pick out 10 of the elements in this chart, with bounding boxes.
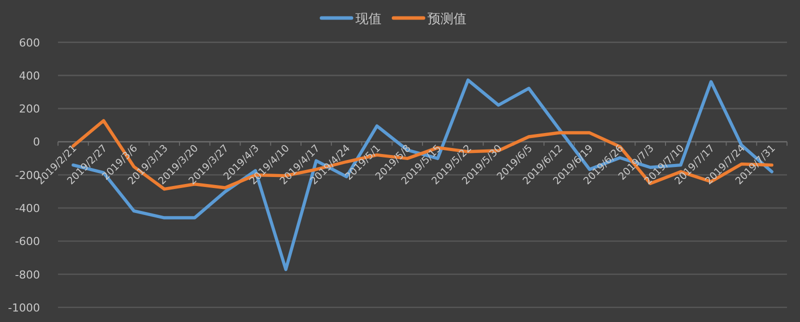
y-tick-label: 0 (33, 136, 40, 149)
y-tick-label: -1000 (8, 301, 40, 314)
legend-label: 现值 (356, 12, 382, 27)
y-tick-label: -600 (15, 235, 40, 248)
legend-label: 预测值 (428, 12, 466, 27)
y-tick-label: 600 (19, 36, 40, 50)
y-tick-label: 400 (19, 69, 40, 82)
y-tick-label: 200 (19, 102, 40, 116)
y-tick-label: -400 (15, 202, 40, 215)
y-tick-label: -800 (15, 268, 40, 282)
